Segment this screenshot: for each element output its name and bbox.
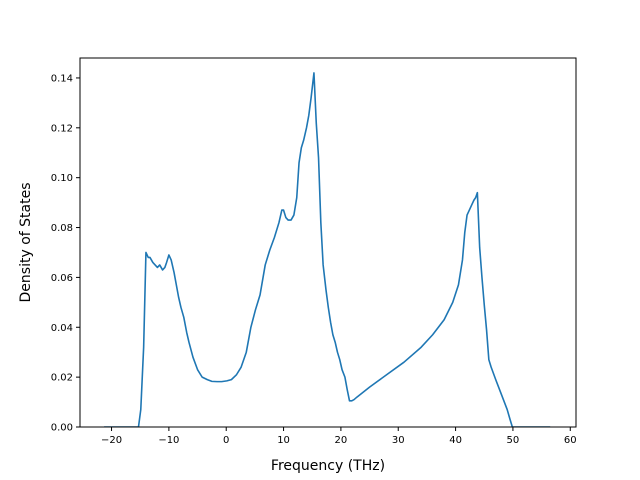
plot-area [104, 72, 551, 427]
x-tick-label: 20 [335, 435, 348, 446]
axes-frame [79, 57, 577, 428]
x-tick-label: 40 [449, 435, 462, 446]
x-tick-label: 60 [564, 435, 577, 446]
axis-ticks: −20 −10 0 10 20 30 40 50 60 0.00 0.02 0.04 0.06 0.08 0… [51, 73, 577, 446]
y-tick-label: 0.14 [51, 73, 73, 84]
x-tick-label: −20 [101, 435, 122, 446]
x-tick-label: 50 [507, 435, 520, 446]
y-tick-label: 0.04 [51, 323, 73, 334]
y-tick-label: 0.12 [51, 123, 73, 134]
x-tick-label: −10 [158, 435, 179, 446]
x-axis-label: Frequency (THz) [271, 458, 385, 474]
y-tick-label: 0.08 [51, 223, 73, 234]
dos-series-line-0 [104, 72, 551, 427]
x-tick-label: 0 [223, 435, 229, 446]
y-axis-label: Density of States [18, 183, 34, 303]
x-tick-label: 30 [392, 435, 405, 446]
y-tick-label: 0.02 [51, 373, 73, 384]
y-tick-label: 0.10 [51, 173, 73, 184]
y-tick-label: 0.00 [51, 423, 73, 434]
x-tick-label: 10 [277, 435, 290, 446]
y-tick-label: 0.06 [51, 273, 73, 284]
